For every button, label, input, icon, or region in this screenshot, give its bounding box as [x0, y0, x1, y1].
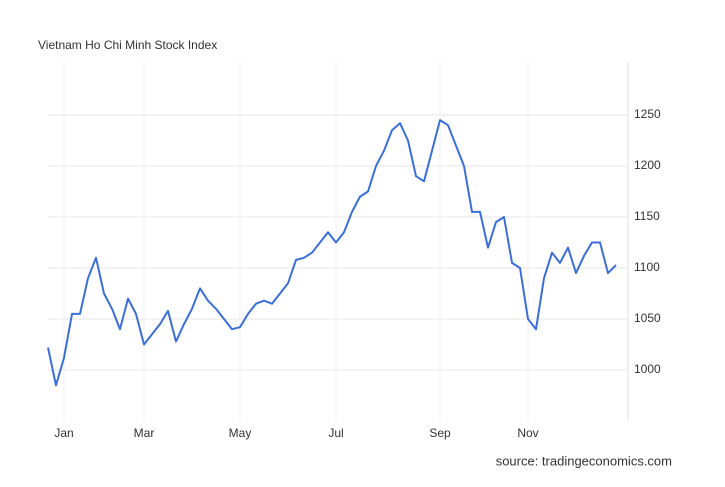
y-tick-label: 1000 [634, 362, 661, 376]
y-tick-label: 1200 [634, 158, 661, 172]
x-tick-label: Mar [134, 426, 155, 440]
x-tick-label: Sep [429, 426, 451, 440]
x-tick-label: Jul [328, 426, 343, 440]
y-tick-label: 1250 [634, 107, 661, 121]
x-tick-label: May [229, 426, 252, 440]
x-tick-label: Nov [517, 426, 538, 440]
y-tick-label: 1050 [634, 311, 661, 325]
source: source: tradingeconomics.com [496, 453, 672, 468]
x-tick-label: Jan [54, 426, 73, 440]
line [47, 119, 617, 387]
y-tick-label: 1100 [634, 260, 660, 274]
chart-title: Vietnam Ho Chi Minh Stock Index [38, 38, 217, 52]
y-tick-label: 1150 [634, 209, 660, 223]
